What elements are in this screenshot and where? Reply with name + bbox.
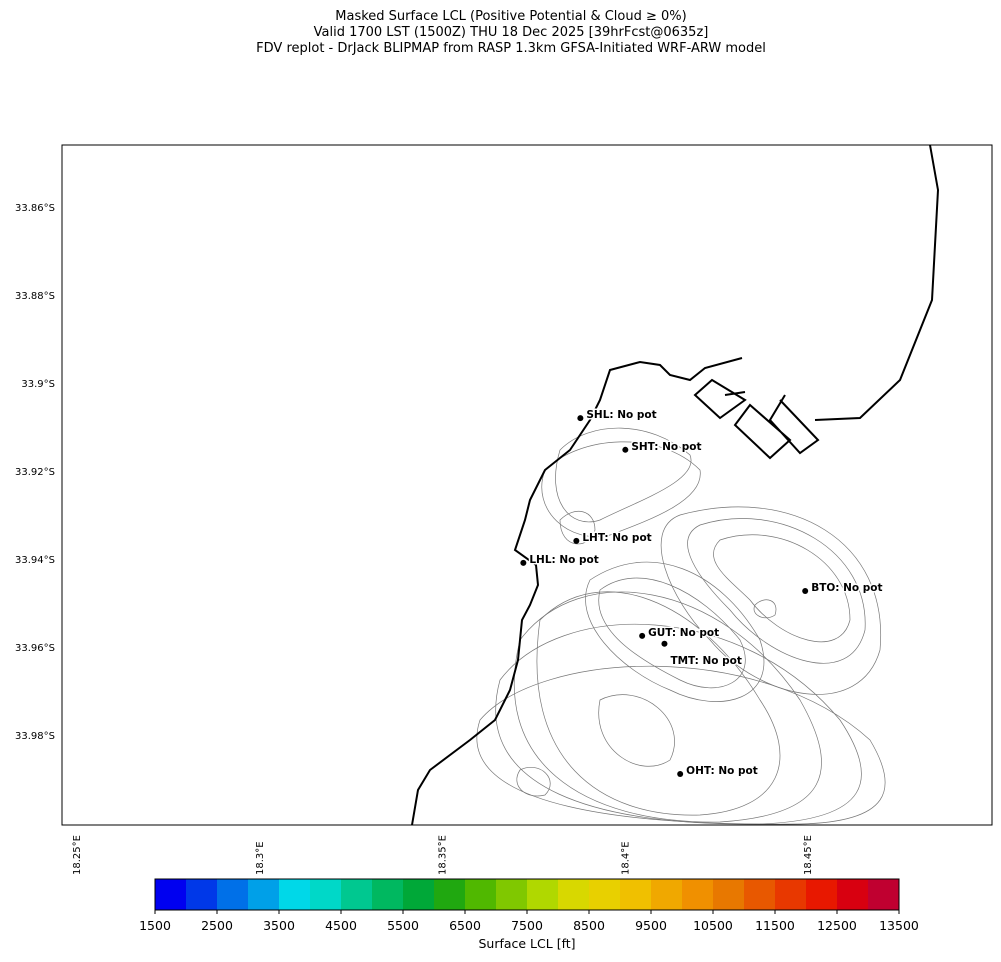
station-marker <box>622 446 629 453</box>
colorbar-segment <box>620 879 652 910</box>
station-label: SHT: No pot <box>631 441 701 453</box>
colorbar-segment <box>527 879 559 910</box>
colorbar: Surface LCL [ft] 1500 2500 3500 4500 5500 650… <box>139 878 919 951</box>
title-line: Masked Surface LCL (Positive Potential &… <box>335 9 686 24</box>
colorbar-segment <box>744 879 776 910</box>
colorbar-segment <box>341 879 373 910</box>
colorbar-segment <box>496 879 528 910</box>
colorbar-label: Surface LCL [ft] <box>478 936 575 951</box>
colorbar-segment <box>434 879 466 910</box>
colorbar-tick-label: 4500 <box>325 918 357 933</box>
station-marker <box>573 537 580 544</box>
lat-tick-label: 33.9°S <box>21 379 55 390</box>
title-line: Valid 1700 LST (1500Z) THU 18 Dec 2025 [… <box>314 25 709 40</box>
colorbar-segment <box>465 879 497 910</box>
station-marker <box>577 415 584 422</box>
lat-tick-label: 33.86°S <box>15 203 55 214</box>
station-marker <box>520 559 527 566</box>
colorbar-segment <box>217 879 249 910</box>
lon-tick-label: 18.3°E <box>255 841 266 875</box>
colorbar-segment <box>775 879 807 910</box>
coastline <box>411 144 940 826</box>
map-area <box>61 144 993 826</box>
colorbar-segment <box>589 879 621 910</box>
station-marker <box>677 770 684 777</box>
colorbar-tick-label: 13500 <box>879 918 919 933</box>
colorbar-tick-label: 2500 <box>201 918 233 933</box>
colorbar-segment <box>186 879 218 910</box>
colorbar-tick-label: 10500 <box>693 918 733 933</box>
station-marker <box>639 632 646 639</box>
colorbar-segment <box>806 879 838 910</box>
colorbar-segment <box>279 879 311 910</box>
lat-tick-label: 33.88°S <box>15 291 55 302</box>
lon-tick-label: 18.25°E <box>72 835 83 875</box>
station-label: BTO: No pot <box>811 582 882 594</box>
colorbar-tick-label: 3500 <box>263 918 295 933</box>
colorbar-segment <box>558 879 590 910</box>
colorbar-segment <box>155 879 187 910</box>
station-label: TMT: No pot <box>670 655 741 667</box>
station-label: SHL: No pot <box>586 409 656 421</box>
station-label: LHL: No pot <box>529 554 598 566</box>
colorbar-tick-label: 12500 <box>817 918 857 933</box>
lat-tick-label: 33.98°S <box>15 731 55 742</box>
lon-tick-label: 18.4°E <box>620 841 631 875</box>
colorbar-segment <box>651 879 683 910</box>
colorbar-segment <box>248 879 280 910</box>
station-label: LHT: No pot <box>582 532 651 544</box>
map-frame <box>61 144 993 826</box>
colorbar-tick-label: 7500 <box>511 918 543 933</box>
colorbar-segment <box>403 879 435 910</box>
lon-tick-label: 18.45°E <box>803 835 814 875</box>
colorbar-segment <box>310 879 342 910</box>
colorbar-tick-label: 5500 <box>387 918 419 933</box>
colorbar-tick-label: 8500 <box>573 918 605 933</box>
colorbar-tick-label: 9500 <box>635 918 667 933</box>
lat-tick-label: 33.92°S <box>15 467 55 478</box>
title-line: FDV replot - DrJack BLIPMAP from RASP 1.… <box>256 41 766 56</box>
station-label: GUT: No pot <box>648 627 719 639</box>
lat-tick-label: 33.94°S <box>15 555 55 566</box>
terrain-contours <box>476 427 886 825</box>
colorbar-segment <box>372 879 404 910</box>
colorbar-segment <box>713 879 745 910</box>
colorbar-segment <box>837 879 869 910</box>
station-marker <box>661 640 668 647</box>
colorbar-tick-label: 11500 <box>755 918 795 933</box>
colorbar-segment <box>868 879 900 910</box>
lat-tick-label: 33.96°S <box>15 643 55 654</box>
colorbar-tick-label: 1500 <box>139 918 171 933</box>
station-marker <box>802 588 809 595</box>
colorbar-segment <box>682 879 714 910</box>
station-label: OHT: No pot <box>686 765 758 777</box>
lon-tick-label: 18.35°E <box>438 835 449 875</box>
colorbar-tick-label: 6500 <box>449 918 481 933</box>
